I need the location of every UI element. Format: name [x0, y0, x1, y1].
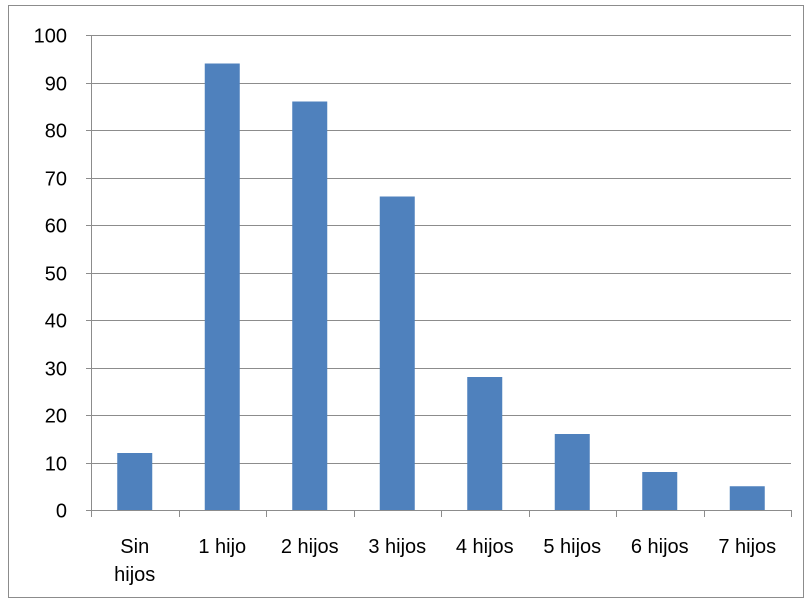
x-tick-label: 1 hijo [198, 536, 246, 558]
axes [86, 35, 792, 517]
bars [117, 63, 765, 510]
bar-7-hijos [729, 486, 765, 510]
x-tick-label: 7 hijos [718, 536, 776, 558]
y-tick-label: 100 [34, 26, 67, 48]
x-tick-label: 6 hijos [631, 536, 689, 558]
y-tick-label: 30 [45, 359, 67, 381]
bar-5-hijos [554, 434, 590, 510]
x-tick-label: 2 hijos [281, 536, 339, 558]
gridlines [91, 35, 791, 464]
y-tick-label: 70 [45, 169, 67, 191]
bar-sin-hijos [117, 453, 153, 510]
bar-3-hijos [379, 196, 415, 510]
y-tick-label: 60 [45, 216, 67, 238]
y-tick-label: 0 [56, 501, 67, 523]
bar-1-hijo [204, 63, 240, 510]
bar-2-hijos [292, 101, 328, 510]
x-tick-label: 4 hijos [456, 536, 514, 558]
x-tick-label: 5 hijos [543, 536, 601, 558]
x-tick-label: 3 hijos [368, 536, 426, 558]
y-tick-label: 50 [45, 264, 67, 286]
y-tick-label: 40 [45, 311, 67, 333]
x-tick-label: Sin hijos [114, 536, 155, 586]
y-tick-label: 20 [45, 406, 67, 428]
tick-labels: 0 10 20 30 40 50 60 70 80 90 100 Sin hijos 1 hijo 2 hi… [34, 26, 777, 587]
bar-6-hijos [642, 472, 678, 510]
bar-4-hijos [467, 377, 503, 510]
y-tick-label: 80 [45, 121, 67, 143]
y-tick-label: 10 [45, 454, 67, 476]
y-tick-label: 90 [45, 74, 67, 96]
